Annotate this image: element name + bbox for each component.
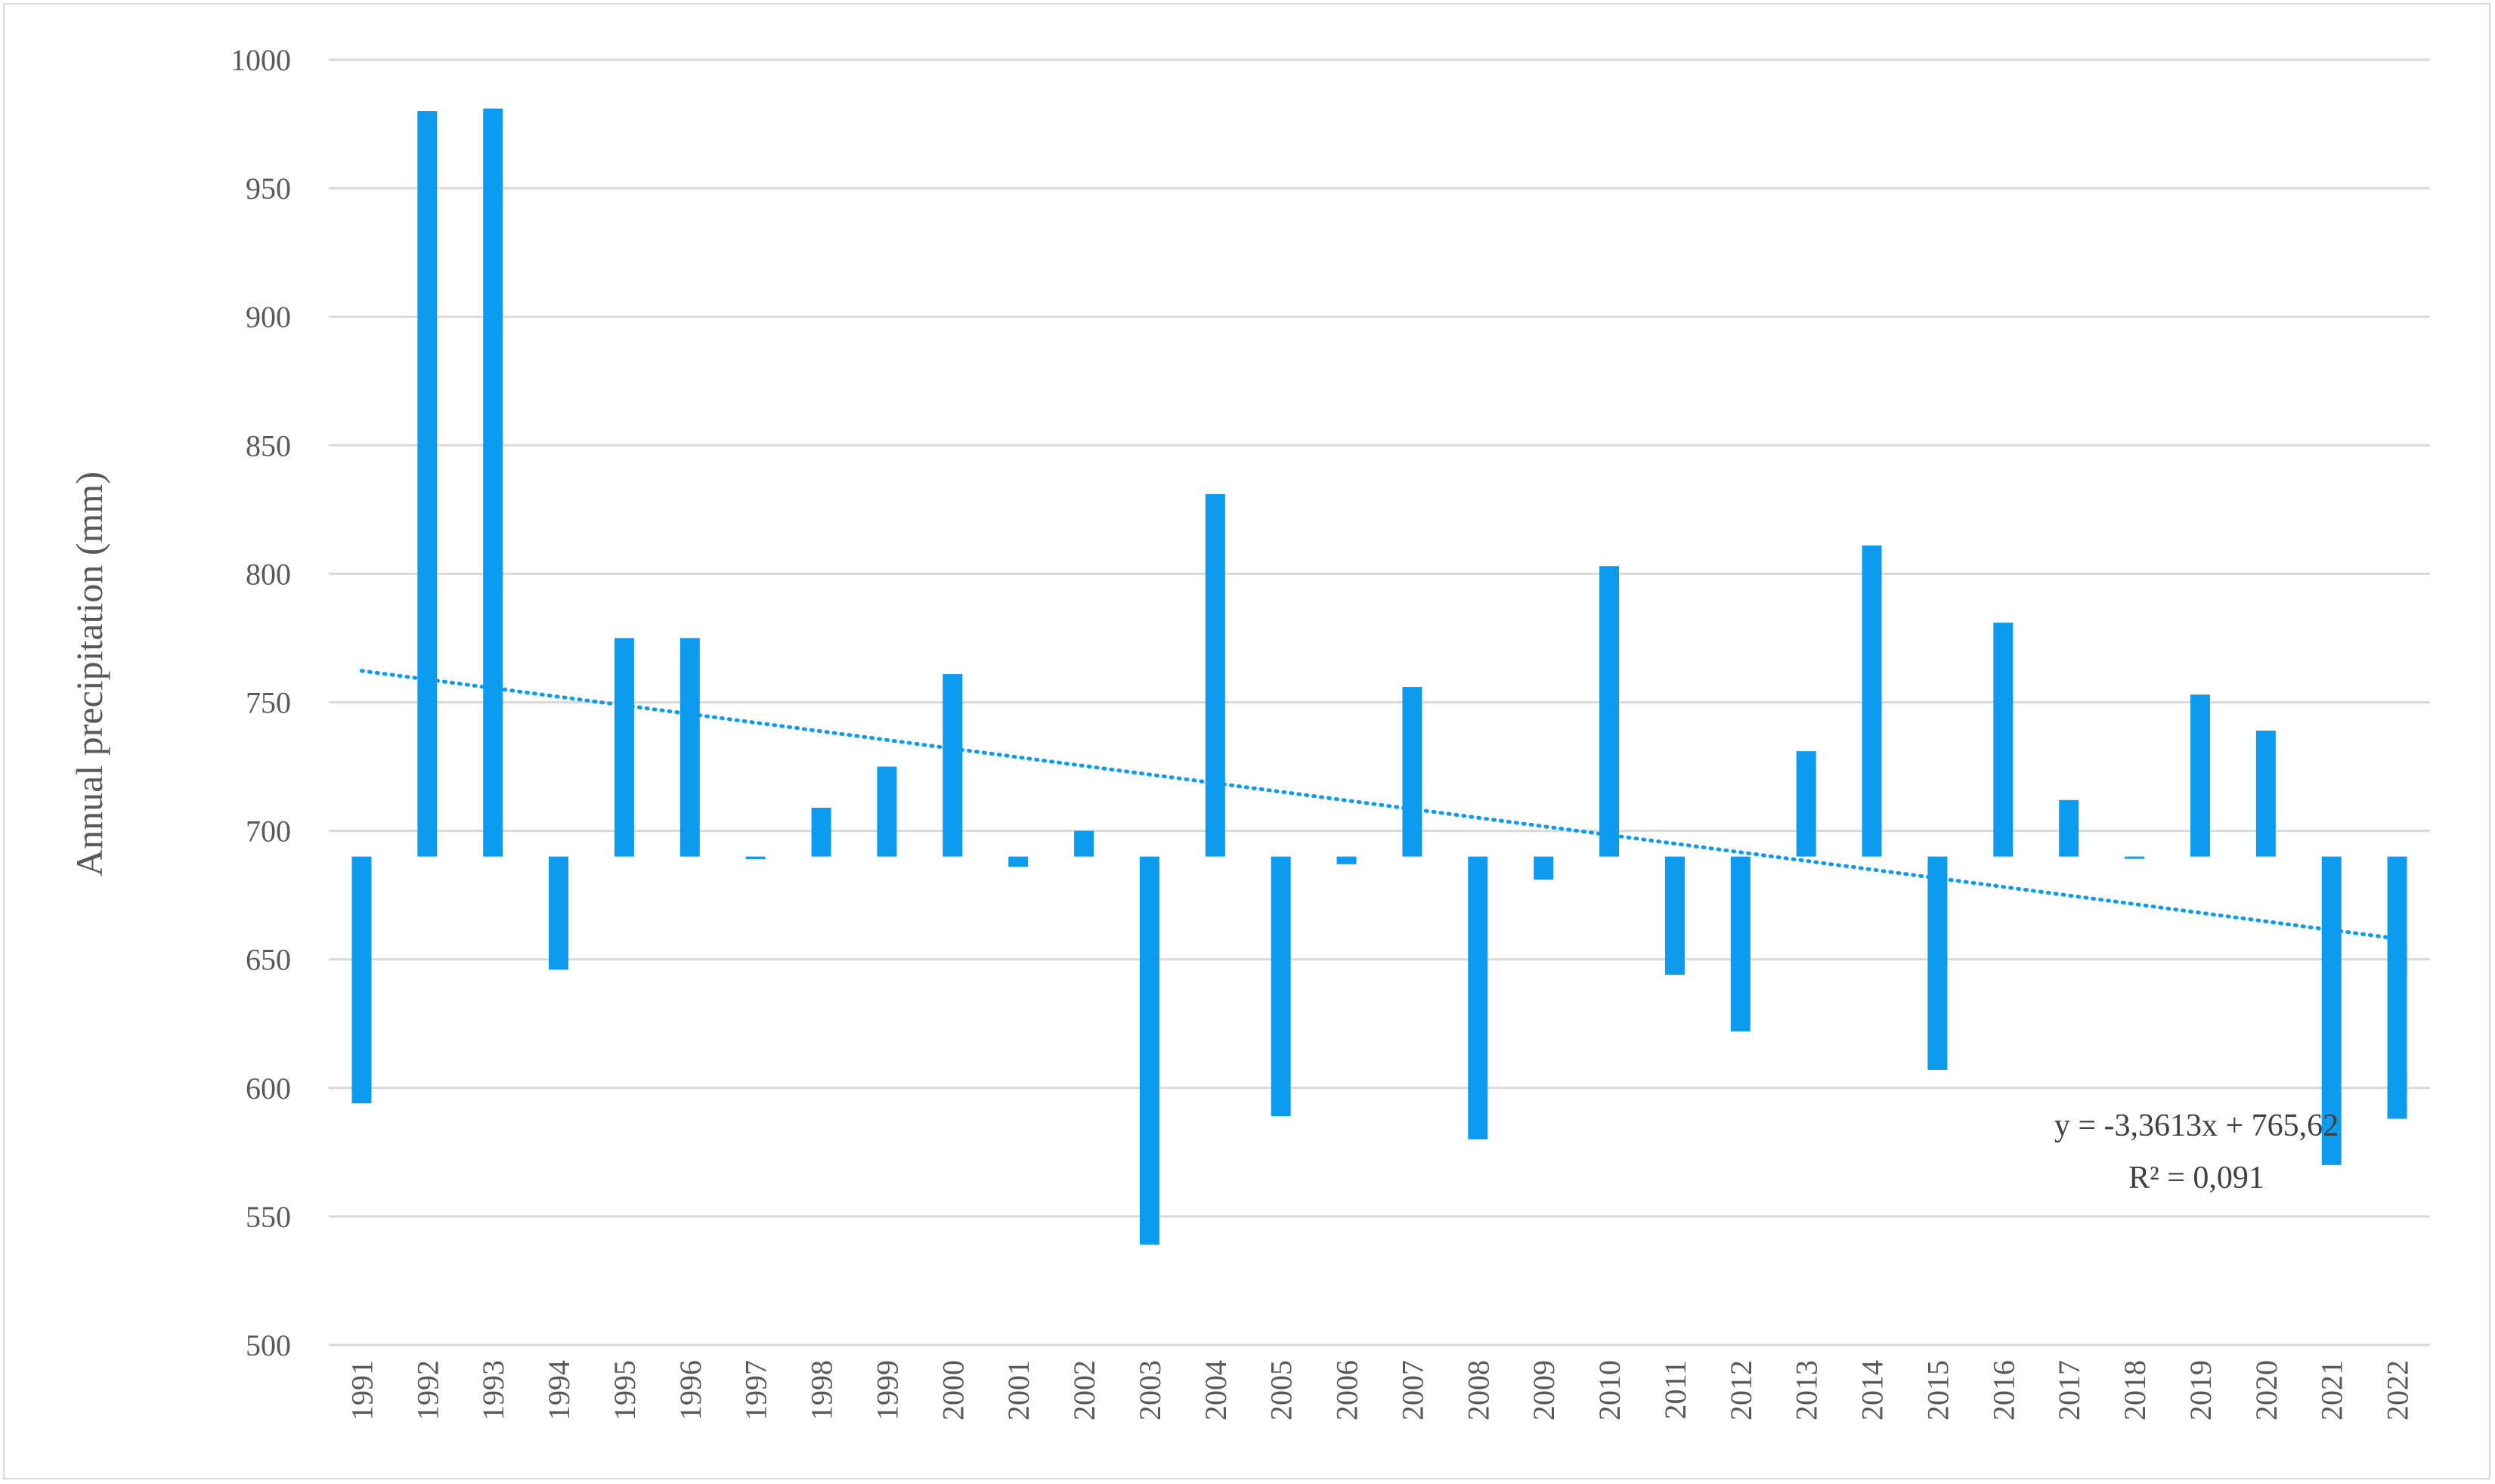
x-tick-label: 1992 bbox=[410, 1360, 444, 1421]
trendline-equation: y = -3,3613x + 765,62 bbox=[2054, 1108, 2339, 1143]
y-tick-label: 500 bbox=[246, 1328, 291, 1362]
bar-2019 bbox=[2190, 694, 2210, 857]
bar-2008 bbox=[1468, 856, 1488, 1139]
bar-1995 bbox=[614, 638, 634, 857]
x-tick-label: 1991 bbox=[345, 1360, 379, 1421]
x-tick-label: 2004 bbox=[1199, 1360, 1233, 1421]
bar-2016 bbox=[1993, 623, 2014, 857]
x-tick-label: 2019 bbox=[2184, 1360, 2218, 1421]
x-tick-label: 2006 bbox=[1330, 1360, 1364, 1421]
x-tick-label: 2012 bbox=[1724, 1360, 1758, 1421]
y-tick-label: 650 bbox=[246, 943, 291, 977]
trendline-r-squared: R² = 0,091 bbox=[2128, 1161, 2264, 1195]
x-tick-label: 2007 bbox=[1395, 1360, 1429, 1421]
y-tick-label: 850 bbox=[246, 428, 291, 462]
bar-2005 bbox=[1271, 856, 1291, 1117]
bar-2001 bbox=[1008, 856, 1029, 867]
bar-1993 bbox=[483, 108, 503, 857]
x-tick-label: 1993 bbox=[476, 1360, 510, 1421]
bar-1996 bbox=[679, 638, 700, 857]
bar-1999 bbox=[877, 766, 897, 857]
x-tick-label: 1999 bbox=[870, 1360, 904, 1421]
y-tick-label: 700 bbox=[246, 815, 291, 849]
x-tick-label: 2013 bbox=[1790, 1360, 1824, 1421]
y-tick-label: 600 bbox=[246, 1071, 291, 1105]
bar-2015 bbox=[1927, 856, 1948, 1070]
y-tick-label: 800 bbox=[246, 557, 291, 591]
x-tick-label: 1998 bbox=[805, 1360, 839, 1421]
x-tick-label: 2009 bbox=[1527, 1360, 1561, 1421]
bar-1994 bbox=[549, 856, 569, 970]
x-tick-label: 2000 bbox=[936, 1360, 970, 1421]
bar-1998 bbox=[811, 807, 831, 857]
x-tick-label: 2016 bbox=[1986, 1360, 2020, 1421]
trendline bbox=[359, 669, 2400, 941]
bar-2011 bbox=[1664, 856, 1685, 975]
x-tick-label: 2011 bbox=[1658, 1360, 1692, 1420]
bars bbox=[351, 108, 2407, 1245]
bar-2009 bbox=[1534, 856, 1554, 880]
y-axis-title: Annual precipitation (mm) bbox=[68, 471, 110, 876]
x-tick-label: 2021 bbox=[2315, 1360, 2349, 1421]
chart-frame bbox=[3, 3, 2490, 1479]
y-tick-label: 900 bbox=[246, 300, 291, 334]
y-tick-label: 950 bbox=[246, 172, 291, 206]
bar-2012 bbox=[1730, 856, 1751, 1031]
bar-2020 bbox=[2255, 730, 2276, 857]
bar-2003 bbox=[1139, 856, 1159, 1245]
bar-2002 bbox=[1074, 830, 1094, 857]
bar-1992 bbox=[417, 111, 438, 857]
trendline-group bbox=[359, 669, 2400, 941]
x-tick-label: 2003 bbox=[1133, 1360, 1167, 1421]
x-tick-label: 2020 bbox=[2249, 1360, 2283, 1421]
bar-2007 bbox=[1402, 687, 1422, 857]
x-tick-label: 2017 bbox=[2052, 1360, 2086, 1421]
bar-2013 bbox=[1796, 751, 1816, 857]
bar-2017 bbox=[2059, 799, 2079, 857]
bar-2000 bbox=[943, 674, 963, 857]
x-tick-label: 1995 bbox=[608, 1360, 642, 1421]
y-tick-label: 1000 bbox=[231, 43, 291, 77]
x-tick-label: 1996 bbox=[673, 1360, 707, 1421]
x-tick-label: 2018 bbox=[2118, 1360, 2152, 1421]
bar-2004 bbox=[1205, 493, 1225, 857]
x-tick-label: 2001 bbox=[1001, 1360, 1035, 1421]
bar-1991 bbox=[351, 856, 372, 1104]
x-tick-label: 2015 bbox=[1921, 1360, 1955, 1421]
x-tick-label: 2014 bbox=[1856, 1360, 1890, 1421]
x-tick-label: 2005 bbox=[1265, 1360, 1299, 1421]
gridlines bbox=[329, 58, 2430, 1346]
bar-2006 bbox=[1336, 856, 1357, 864]
bar-2014 bbox=[1862, 545, 1882, 857]
bar-2010 bbox=[1599, 566, 1620, 857]
y-axis-tick-labels: 500 550 600 650 700 750 800 850 900 950 1000 bbox=[231, 43, 291, 1362]
bar-1997 bbox=[745, 856, 766, 860]
bar-2022 bbox=[2387, 856, 2407, 1119]
x-tick-label: 2008 bbox=[1461, 1360, 1495, 1421]
y-tick-label: 550 bbox=[246, 1200, 291, 1234]
x-axis-tick-labels: 1991 1992 1993 1994 1995 1996 1997 1998 1999 2000… bbox=[345, 1360, 2414, 1421]
bar-2018 bbox=[2125, 856, 2145, 859]
bar-2021 bbox=[2321, 856, 2342, 1165]
x-tick-label: 2010 bbox=[1593, 1360, 1627, 1421]
x-tick-label: 1997 bbox=[739, 1360, 773, 1421]
y-tick-label: 750 bbox=[246, 686, 291, 720]
x-tick-label: 2022 bbox=[2381, 1360, 2415, 1421]
x-tick-label: 1994 bbox=[542, 1360, 576, 1421]
x-tick-label: 2002 bbox=[1067, 1360, 1101, 1421]
